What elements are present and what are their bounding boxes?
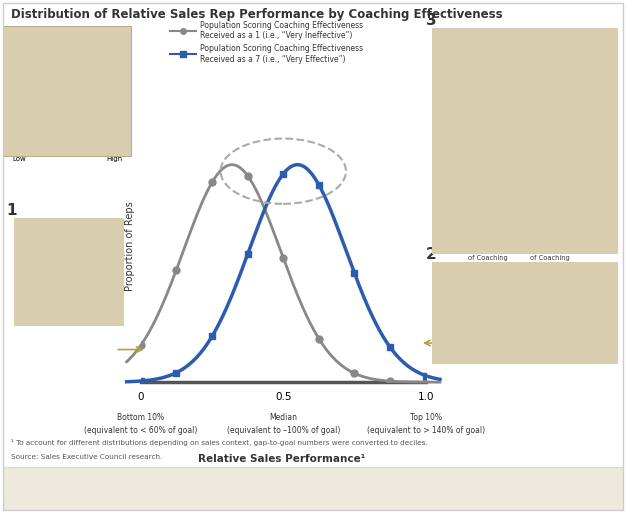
Bar <box>472 180 504 239</box>
Text: ¹ To account for different distributions depending on sales context, gap-to-goal: ¹ To account for different distributions… <box>11 439 428 446</box>
Text: It's Not This: It's Not This <box>13 32 78 42</box>
Bar <box>534 167 566 239</box>
Text: (equivalent to –100% of goal): (equivalent to –100% of goal) <box>227 426 340 435</box>
Text: Top 10%: Top 10% <box>409 413 442 422</box>
Text: Source: Sales Executive Council research.: Source: Sales Executive Council research… <box>11 454 163 460</box>
Text: Median: Median <box>269 413 297 422</box>
Text: Performance improvements from stars
are likely to be somewhat marginal.
But evid: Performance improvements from stars are … <box>441 269 604 326</box>
Text: 83%: 83% <box>477 170 499 179</box>
Text: Depending on Coaching Effectiveness: Depending on Coaching Effectiveness <box>443 102 595 111</box>
Text: Improvement in Sales Performance: Improvement in Sales Performance <box>443 80 585 89</box>
Text: 102%: 102% <box>536 156 564 166</box>
Text: of the SALES, MARKETING, AND COMMUNICATIONS PRACTICE: of the SALES, MARKETING, AND COMMUNICATI… <box>14 483 216 489</box>
Text: Population Scoring Coaching Effectiveness
Received as a 7 (i.e., “Very Effective: Population Scoring Coaching Effectivenes… <box>200 44 364 64</box>
Y-axis label: Proportion of Reps: Proportion of Reps <box>125 202 135 291</box>
Text: (equivalent to > 140% of goal): (equivalent to > 140% of goal) <box>367 426 485 435</box>
Text: (equivalent to < 60% of goal): (equivalent to < 60% of goal) <box>84 426 198 435</box>
Text: 3: 3 <box>426 13 436 28</box>
Text: the performance of the core: the performance of the core <box>443 58 557 68</box>
Text: 2: 2 <box>426 247 436 262</box>
Text: Bottom 10%: Bottom 10% <box>117 413 165 422</box>
Text: From the SALES EXECUTIVE COUNCIL®: From the SALES EXECUTIVE COUNCIL® <box>14 472 158 478</box>
Text: Coaching can substantially improve: Coaching can substantially improve <box>443 37 587 46</box>
Text: Relative Sales Performance¹: Relative Sales Performance¹ <box>198 454 366 464</box>
Text: Population Scoring Coaching Effectiveness
Received as a 1 (i.e., “Very Ineffecti: Population Scoring Coaching Effectivenes… <box>200 21 364 41</box>
Text: Distribution of Relative Sales Rep Performance by Coaching Effectiveness: Distribution of Relative Sales Rep Perfo… <box>11 8 503 21</box>
Text: www.sec.executiveboard.com: www.sec.executiveboard.com <box>14 494 113 500</box>
Text: +19%: +19% <box>516 162 541 170</box>
Text: Gap-to-Goal: Gap-to-Goal <box>443 123 491 132</box>
Text: 1: 1 <box>6 203 17 218</box>
Text: Low performer
coaching delivers
only nominal
performance lift.: Low performer coaching delivers only nom… <box>24 226 103 270</box>
